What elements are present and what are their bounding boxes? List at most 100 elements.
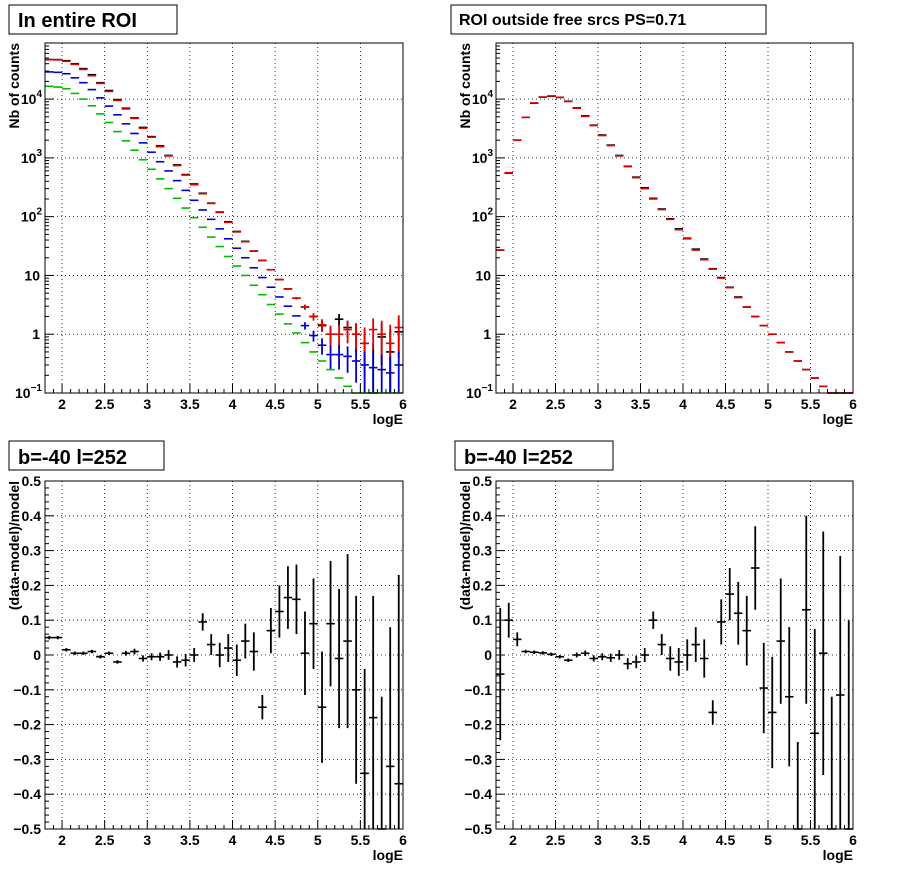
y-axis-title: (data-model)/model [457,481,473,610]
data-point [598,653,607,661]
y-tick-label: 0.5 [473,473,493,489]
data-point [742,595,751,666]
data-point [283,566,293,629]
y-axis-title: Nb of counts [6,43,22,129]
data-point [241,623,250,659]
x-tick-label: 2 [509,396,517,412]
data-point [147,653,156,661]
y-tick-label: 0.5 [22,473,42,489]
chart-title-box [450,4,767,35]
chart-panel-3: 2 2.5 3 3.5 4 4.5 5 5.5 6logE−0.5−0.4−0.3−0.2−0.… [6,440,407,863]
y-tick-label: 1 [483,326,491,342]
data-point [189,648,199,662]
x-axis-title: logE [373,411,403,427]
chart-title-box [8,4,178,35]
data-point [292,564,301,635]
data-point [155,652,165,661]
data-point [300,611,310,696]
x-tick-label: 4.5 [716,832,736,848]
y-tick-label: −0.2 [13,717,41,733]
data-point [292,296,301,300]
data-point [232,644,242,676]
x-tick-label: 3 [143,832,151,848]
x-tick-label: 6 [399,832,407,848]
data-point [547,652,556,657]
data-point [351,595,361,784]
data-point [198,613,207,631]
data-point [87,649,97,654]
data-point [181,653,190,667]
series-1 [496,515,853,830]
y-tick-exponent: 4 [36,89,42,100]
data-point [266,608,276,654]
data-point [700,639,709,678]
y-tick-label: −0.4 [13,786,41,802]
data-point [649,611,658,629]
x-tick-label: 2 [58,832,66,848]
data-point [351,349,361,383]
data-point [79,651,88,655]
y-tick-base: 10 [472,209,488,225]
x-tick-label: 6 [399,396,407,412]
data-point [258,695,267,720]
data-point [206,634,216,655]
y-tick-base: 10 [475,267,491,283]
data-point [768,656,777,769]
data-point [283,288,293,290]
data-point [53,635,63,640]
y-axis-title: (data-model)/model [6,481,22,610]
x-axis-title: logE [373,847,403,863]
data-point [172,656,182,668]
data-point [368,353,378,393]
data-point [504,602,513,638]
data-point [530,650,539,654]
data-point [360,351,369,393]
data-point [394,315,403,352]
x-tick-label: 5 [764,396,772,412]
y-tick-label: 0 [33,647,41,663]
data-point [249,632,259,671]
data-point [385,627,395,829]
data-point [70,651,80,655]
data-point [683,639,692,671]
data-point [275,278,284,281]
data-point [360,668,369,829]
data-point [45,635,54,640]
y-tick-label: 10 [475,267,491,283]
data-point [215,642,224,668]
y-tick-label: −0.5 [13,821,41,837]
y-tick-exponent: 3 [487,148,493,159]
data-point [555,655,564,659]
chart-title-box [454,440,614,471]
data-point [96,655,105,659]
y-tick-exponent: −1 [482,383,494,394]
y-tick-base: 10 [15,385,31,401]
x-tick-label: 3.5 [631,832,651,848]
y-tick-label: −0.3 [13,751,41,767]
data-point [623,658,632,670]
y-tick-label: 10 [24,267,40,283]
x-tick-label: 2.5 [95,396,115,412]
y-tick-label: 0.2 [22,577,42,593]
y-tick-label: −0.2 [464,717,492,733]
data-point [385,356,395,393]
x-tick-label: 4 [679,832,687,848]
y-tick-exponent: 2 [36,207,42,218]
y-tick-exponent: −1 [31,383,43,394]
data-point [113,660,122,664]
y-tick-exponent: 2 [487,207,493,218]
y-tick-label: 103 [21,148,43,166]
data-point [368,595,378,829]
chart-panel-1: 2 2.5 3 3.5 4 4.5 5 5.5 6logE10−1110102103104Nb … [6,4,407,427]
x-axis-title: logE [823,411,853,427]
x-axis-title: logE [823,847,853,863]
y-tick-label: 0.1 [473,612,493,628]
y-tick-label: 0.2 [473,577,493,593]
data-point [513,632,522,647]
data-point [368,318,378,350]
data-point [343,554,352,729]
